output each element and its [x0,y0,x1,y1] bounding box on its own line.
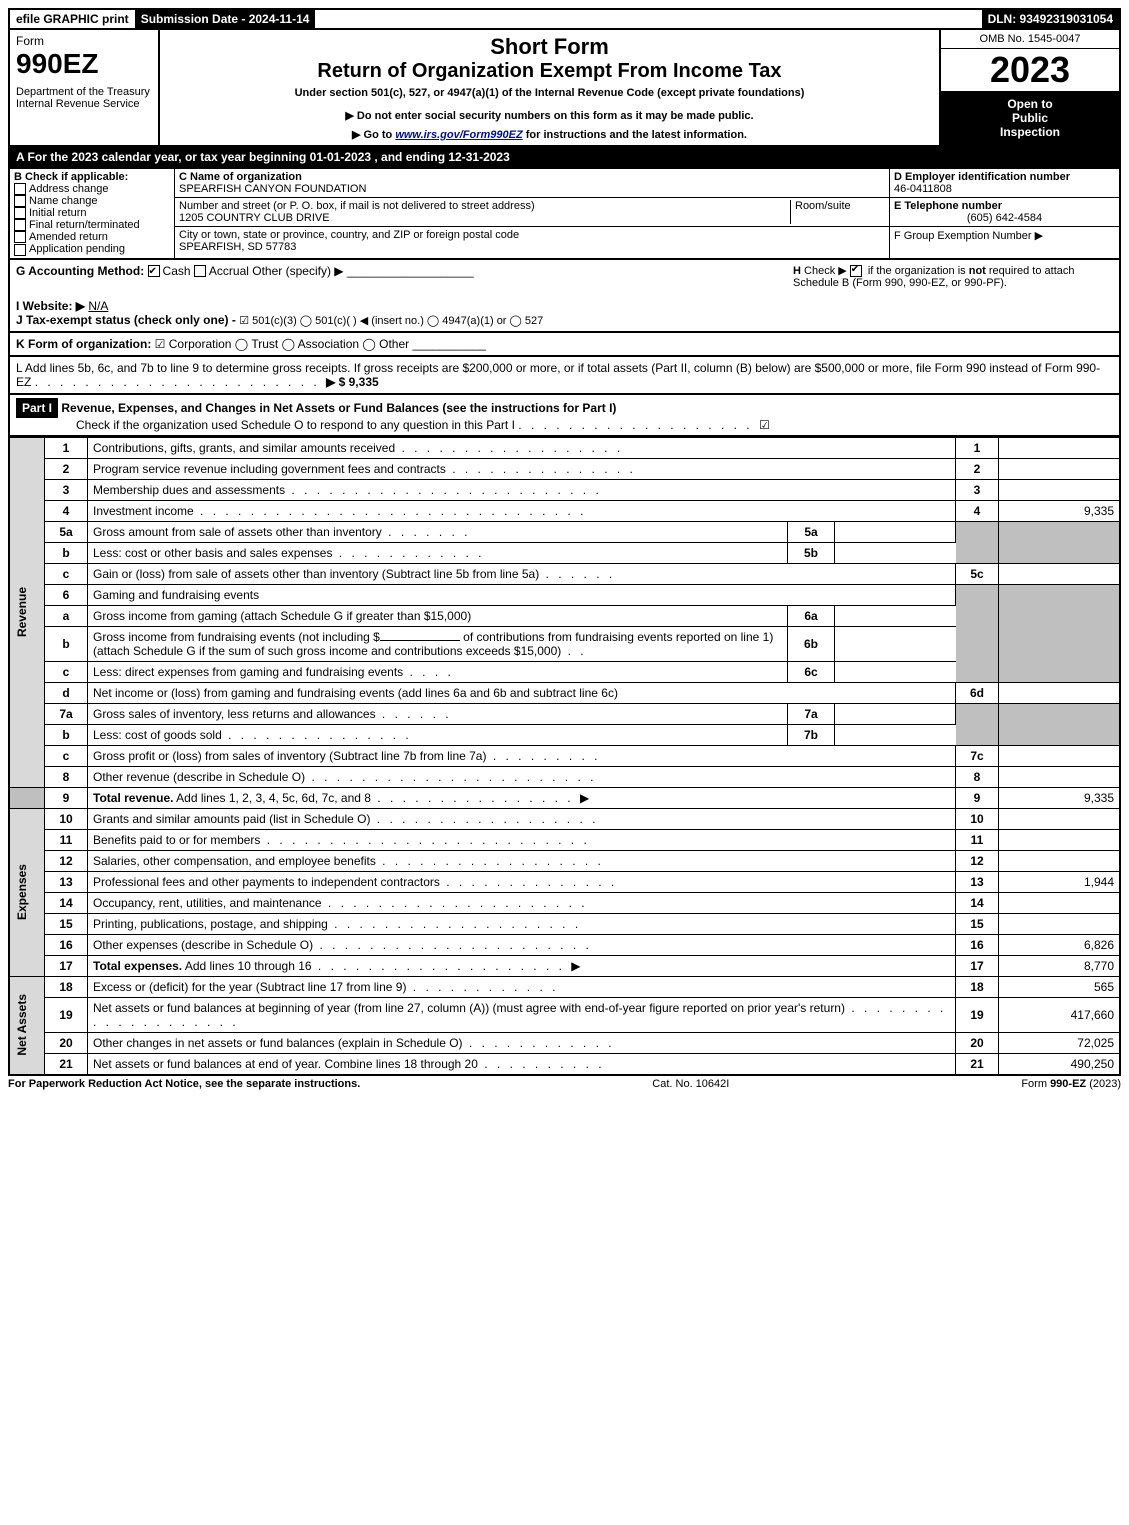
section-b: B Check if applicable: Address change Na… [10,169,175,258]
dln: DLN: 93492319031054 [982,10,1119,28]
goto-link[interactable]: www.irs.gov/Form990EZ [395,129,522,141]
part1-tab: Part I [16,398,58,418]
title-short: Short Form [166,34,933,60]
form-word: Form [16,34,152,48]
section-i: I Website: ▶ N/A [16,299,1113,313]
org-street: 1205 COUNTRY CLUB DRIVE [179,212,790,224]
line-4-val: 9,335 [999,500,1121,521]
footer: For Paperwork Reduction Act Notice, see … [8,1078,1121,1090]
group-exemption: F Group Exemption Number ▶ [894,229,1115,242]
part1-header: Part I Revenue, Expenses, and Changes in… [8,395,1121,437]
title-return: Return of Organization Exempt From Incom… [166,60,933,83]
subtitle: Under section 501(c), 527, or 4947(a)(1)… [166,87,933,99]
submission-date: Submission Date - 2024-11-14 [135,10,316,28]
section-l: L Add lines 5b, 6c, and 7b to line 9 to … [8,357,1121,395]
open-to-public: Open to Public Inspection [941,91,1119,145]
section-bcd: B Check if applicable: Address change Na… [8,169,1121,260]
efile-label: efile GRAPHIC print [10,10,135,28]
instr-goto: ▶ Go to www.irs.gov/Form990EZ for instru… [166,128,933,141]
top-bar: efile GRAPHIC print Submission Date - 20… [8,8,1121,30]
org-city: SPEARFISH, SD 57783 [179,241,885,253]
section-ghijkl: H Check ▶ if the organization is not req… [8,260,1121,333]
room-suite-label: Room/suite [790,200,885,224]
vert-revenue: Revenue [9,437,45,787]
form-number: 990EZ [16,48,152,80]
part1-schedule-o-check: ☑ [759,418,770,432]
vert-netassets: Net Assets [9,976,45,1075]
phone: (605) 642-4584 [894,212,1115,224]
section-k: K Form of organization: ☑ Corporation ◯ … [8,333,1121,357]
tax-year: 2023 [941,49,1119,91]
gross-receipts: ▶ $ 9,335 [326,375,379,389]
line-1-val [999,437,1121,458]
section-j: J Tax-exempt status (check only one) - ☑… [16,313,1113,327]
website-val: N/A [88,299,108,313]
ein: 46-0411808 [894,183,1115,195]
footer-mid: Cat. No. 10642I [652,1078,729,1090]
line-9-val: 9,335 [999,787,1121,808]
line-13-val: 1,944 [999,871,1121,892]
instr-ssn: ▶ Do not enter social security numbers o… [166,109,933,122]
line-17-val: 8,770 [999,955,1121,976]
omb-no: OMB No. 1545-0047 [941,30,1119,49]
section-def: D Employer identification number 46-0411… [889,169,1119,258]
line-21-val: 490,250 [999,1053,1121,1075]
part1-lines-table: Revenue 1 Contributions, gifts, grants, … [8,437,1121,1076]
vert-expenses: Expenses [9,808,45,976]
dept-label: Department of the Treasury Internal Reve… [16,86,152,110]
row-a-period: A For the 2023 calendar year, or tax yea… [8,147,1121,169]
org-name: SPEARFISH CANYON FOUNDATION [179,183,885,195]
footer-right: Form 990-EZ (2023) [1021,1078,1121,1090]
line-20-val: 72,025 [999,1032,1121,1053]
section-h: H Check ▶ if the organization is not req… [783,264,1113,289]
line-18-val: 565 [999,976,1121,997]
line-19-val: 417,660 [999,997,1121,1032]
footer-left: For Paperwork Reduction Act Notice, see … [8,1078,360,1090]
section-c: C Name of organization SPEARFISH CANYON … [175,169,889,258]
line-16-val: 6,826 [999,934,1121,955]
form-header: Form 990EZ Department of the Treasury In… [8,30,1121,147]
